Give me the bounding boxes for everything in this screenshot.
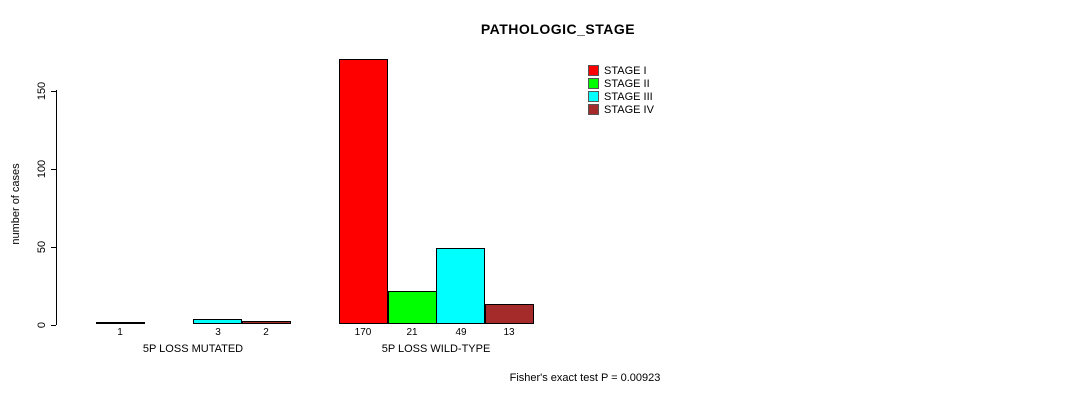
legend-label: STAGE IV xyxy=(604,103,654,116)
legend-item: STAGE I xyxy=(588,64,654,77)
legend-label: STAGE III xyxy=(604,90,653,103)
legend-swatch-icon xyxy=(588,104,599,115)
bar-value-label: 3 xyxy=(215,327,221,338)
bar-value-label: 21 xyxy=(406,327,418,338)
y-axis-tick-label: 0 xyxy=(36,321,48,329)
legend-item: STAGE II xyxy=(588,77,654,90)
bar-value-label: 13 xyxy=(503,327,515,338)
bar-value-label: 1 xyxy=(117,327,123,338)
bar-stage-iv xyxy=(485,304,534,324)
legend-swatch-icon xyxy=(588,78,599,89)
y-axis-tick-label: 150 xyxy=(36,81,48,101)
y-axis-label: number of cases xyxy=(10,163,22,245)
y-axis-tick xyxy=(51,247,56,248)
bar-value-label: 170 xyxy=(354,327,372,338)
bar-stage-i xyxy=(339,59,388,324)
y-axis-tick xyxy=(51,169,56,170)
legend-label: STAGE II xyxy=(604,77,650,90)
bar-value-label: 2 xyxy=(263,327,269,338)
group-label: 5P LOSS WILD-TYPE xyxy=(381,343,491,355)
y-axis-line xyxy=(56,90,57,325)
bar-value-label: 49 xyxy=(455,327,467,338)
fisher-test-annotation: Fisher's exact test P = 0.00923 xyxy=(509,372,661,384)
legend-swatch-icon xyxy=(588,65,599,76)
y-axis-tick xyxy=(51,91,56,92)
legend-item: STAGE III xyxy=(588,90,654,103)
group-label: 5P LOSS MUTATED xyxy=(142,343,244,355)
y-axis-tick-label: 100 xyxy=(36,159,48,179)
bar-stage-iv xyxy=(242,321,291,324)
y-axis-tick-label: 50 xyxy=(36,240,48,254)
y-axis-tick xyxy=(51,325,56,326)
bar-stage-i xyxy=(96,322,145,324)
legend-item: STAGE IV xyxy=(588,103,654,116)
bar-stage-iii xyxy=(193,319,242,324)
legend-label: STAGE I xyxy=(604,64,647,77)
chart-title: PATHOLOGIC_STAGE xyxy=(480,21,636,37)
legend: STAGE I STAGE II STAGE III STAGE IV xyxy=(588,64,654,116)
bar-stage-iii xyxy=(436,248,485,324)
bar-stage-ii xyxy=(388,291,437,324)
legend-swatch-icon xyxy=(588,91,599,102)
